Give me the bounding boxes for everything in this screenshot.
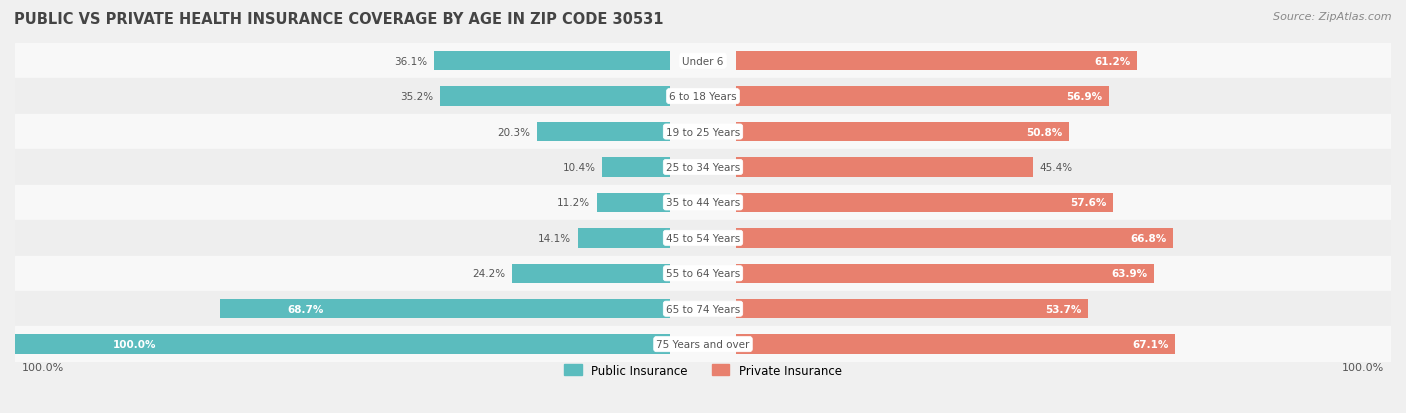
Text: PUBLIC VS PRIVATE HEALTH INSURANCE COVERAGE BY AGE IN ZIP CODE 30531: PUBLIC VS PRIVATE HEALTH INSURANCE COVER… [14,12,664,27]
Text: 66.8%: 66.8% [1130,233,1167,243]
Text: 6 to 18 Years: 6 to 18 Years [669,92,737,102]
Text: 14.1%: 14.1% [538,233,571,243]
Text: 36.1%: 36.1% [394,57,427,66]
Bar [735,264,1154,283]
Bar [537,123,671,142]
Bar [15,221,1391,256]
Text: 19 to 25 Years: 19 to 25 Years [666,127,740,137]
Bar [602,158,671,177]
Text: 50.8%: 50.8% [1026,127,1062,137]
Text: 11.2%: 11.2% [557,198,591,208]
Text: 10.4%: 10.4% [562,163,596,173]
Bar [735,123,1069,142]
Text: 53.7%: 53.7% [1045,304,1081,314]
Text: Under 6: Under 6 [682,57,724,66]
Text: 100.0%: 100.0% [1343,362,1385,372]
Text: 55 to 64 Years: 55 to 64 Years [666,268,740,279]
Text: 75 Years and over: 75 Years and over [657,339,749,349]
Text: 67.1%: 67.1% [1132,339,1168,349]
Text: 57.6%: 57.6% [1070,198,1107,208]
Text: 100.0%: 100.0% [21,362,63,372]
Bar [15,256,1391,291]
Bar [15,79,1391,114]
Bar [15,150,1391,185]
Bar [440,87,671,107]
Bar [512,264,671,283]
Text: 56.9%: 56.9% [1066,92,1102,102]
Text: 68.7%: 68.7% [288,304,323,314]
Text: 45 to 54 Years: 45 to 54 Years [666,233,740,243]
Text: 45.4%: 45.4% [1040,163,1073,173]
Bar [221,299,671,319]
Bar [15,44,1391,79]
Bar [433,52,671,71]
Bar [735,193,1114,213]
Bar [735,299,1088,319]
Text: 24.2%: 24.2% [472,268,505,279]
Bar [735,335,1175,354]
Text: 35 to 44 Years: 35 to 44 Years [666,198,740,208]
Text: 25 to 34 Years: 25 to 34 Years [666,163,740,173]
Text: 63.9%: 63.9% [1112,268,1147,279]
Bar [735,52,1137,71]
Bar [15,114,1391,150]
Bar [15,335,671,354]
Text: Source: ZipAtlas.com: Source: ZipAtlas.com [1274,12,1392,22]
Text: 61.2%: 61.2% [1094,57,1130,66]
Text: 20.3%: 20.3% [498,127,530,137]
Bar [735,87,1108,107]
Bar [15,327,1391,362]
Text: 100.0%: 100.0% [114,339,157,349]
Text: 65 to 74 Years: 65 to 74 Years [666,304,740,314]
Bar [15,185,1391,221]
Bar [735,228,1174,248]
Bar [15,291,1391,327]
Bar [578,228,671,248]
Bar [735,158,1033,177]
Legend: Public Insurance, Private Insurance: Public Insurance, Private Insurance [560,359,846,382]
Text: 35.2%: 35.2% [399,92,433,102]
Bar [598,193,671,213]
